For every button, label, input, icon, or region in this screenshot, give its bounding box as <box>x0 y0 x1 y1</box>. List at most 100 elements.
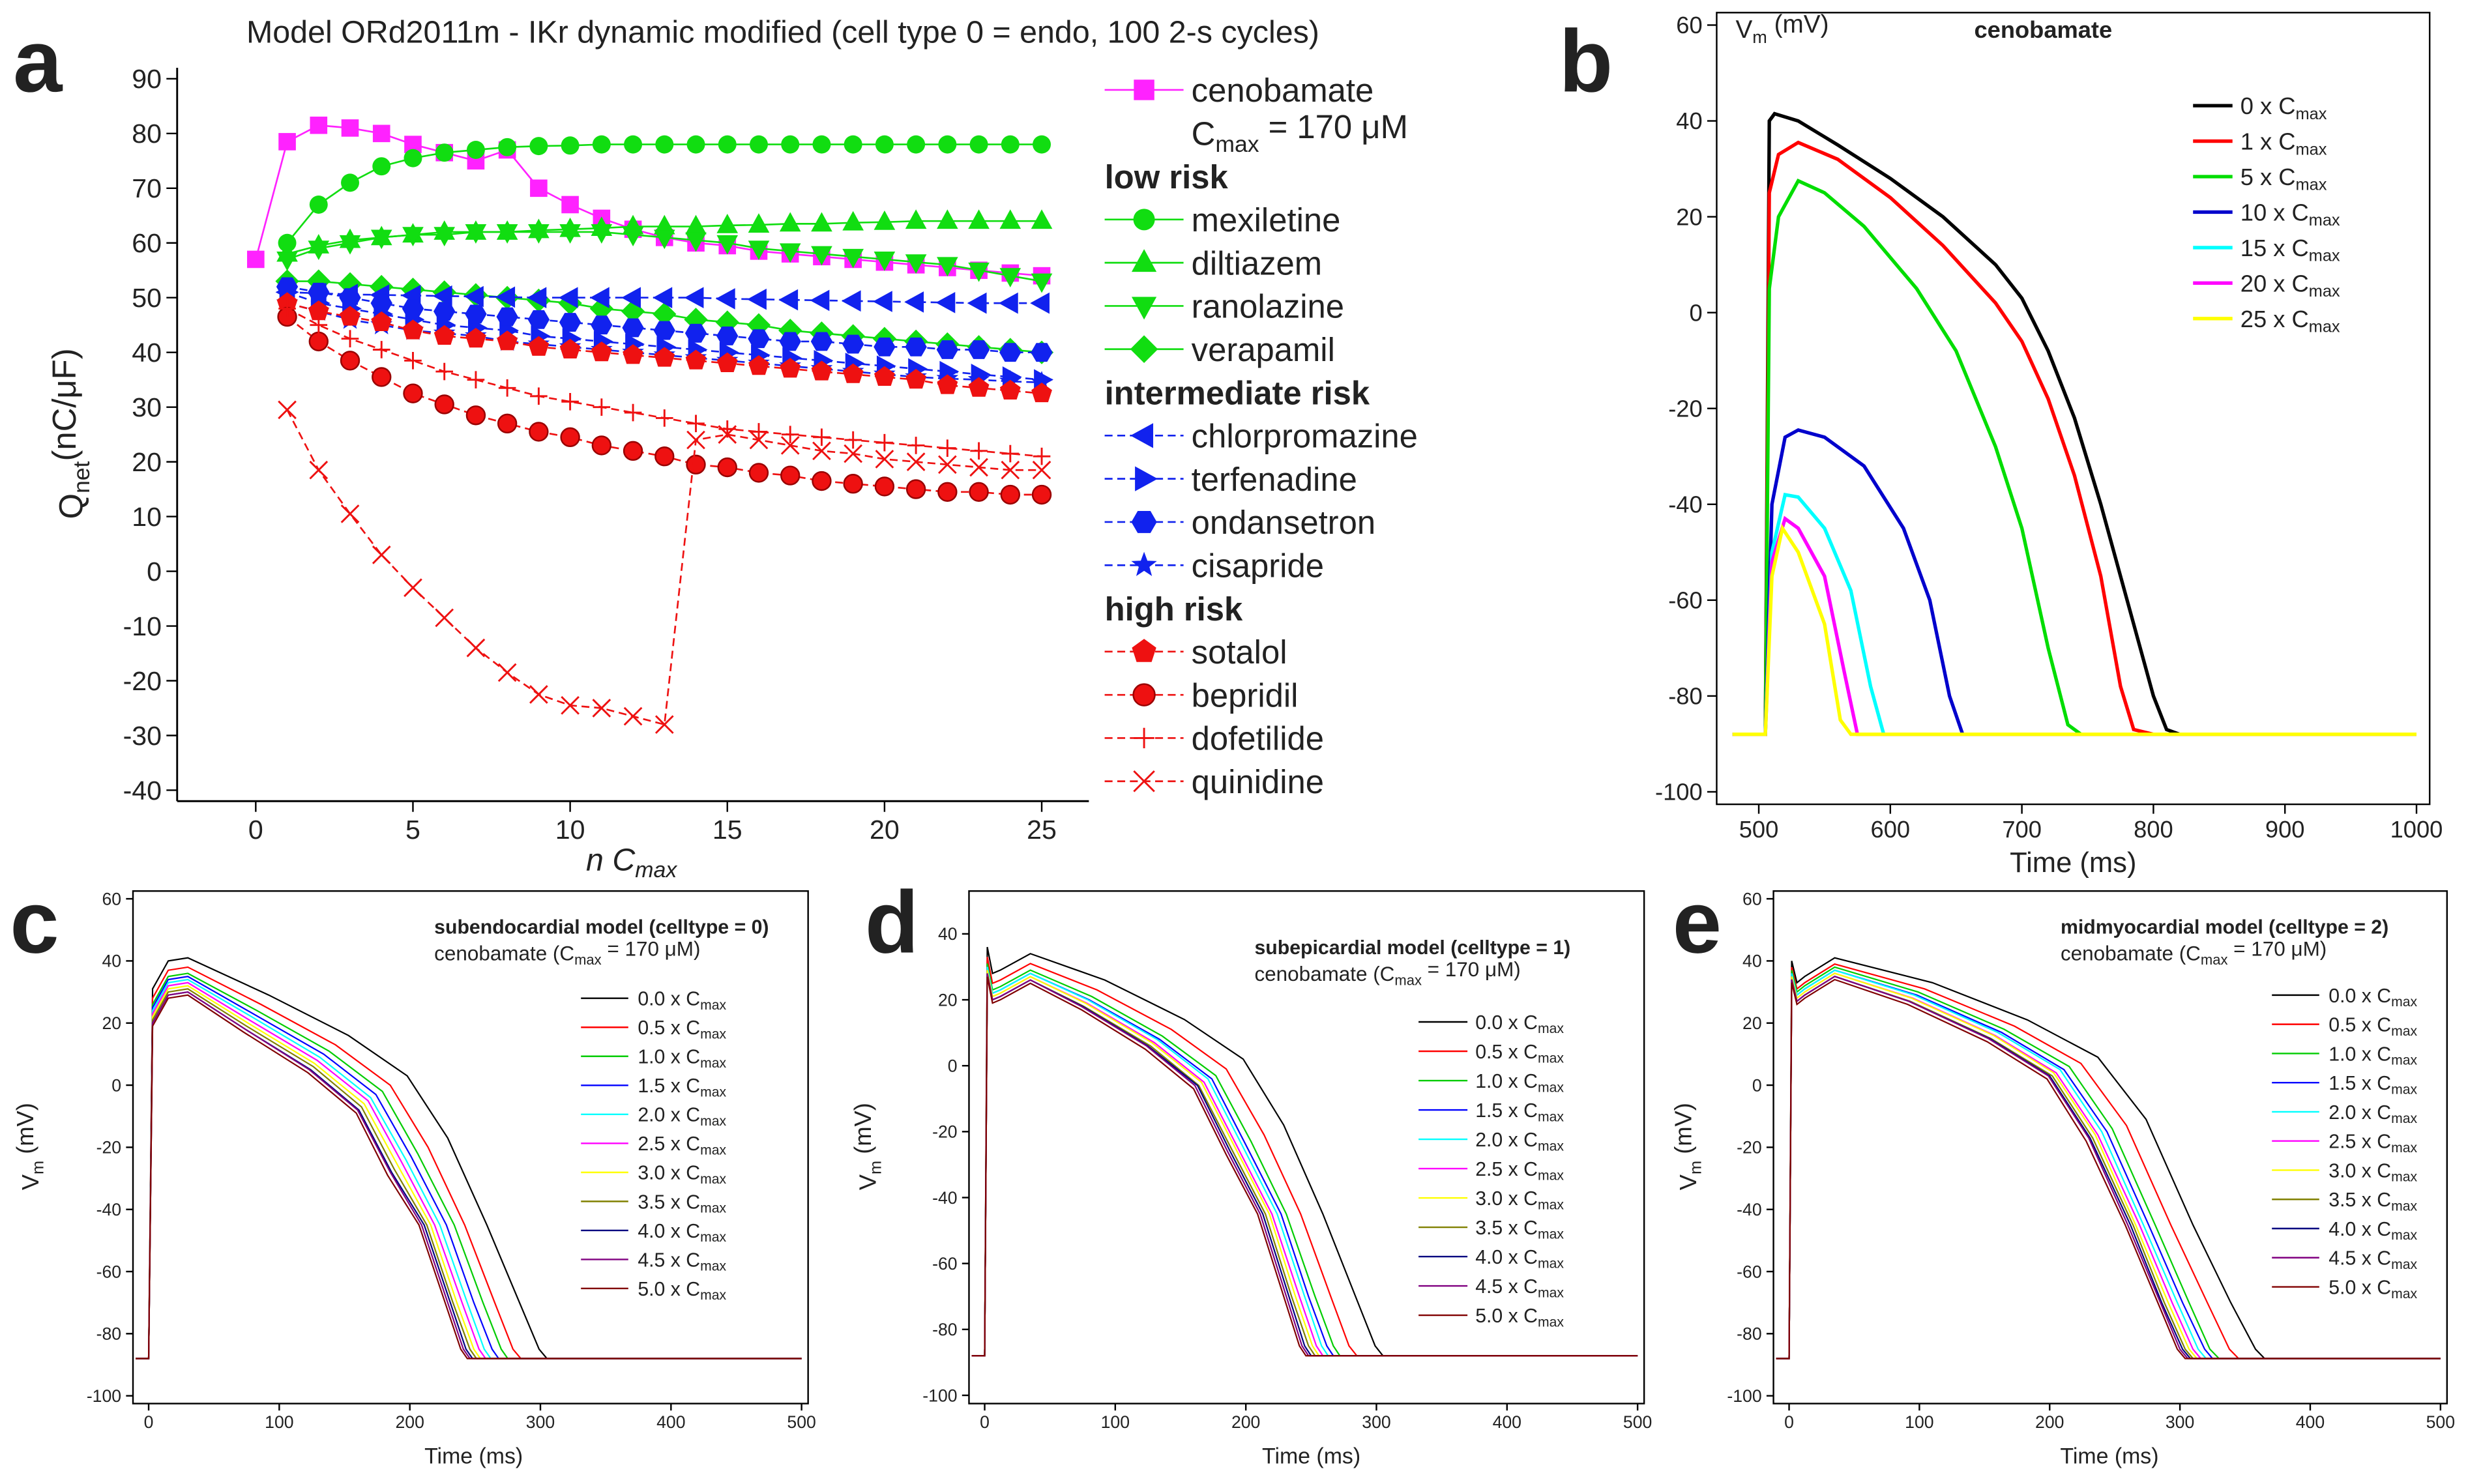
marker <box>686 135 705 154</box>
y-tick-label: -20 <box>932 1122 957 1142</box>
x-tick-label: 0 <box>248 815 263 845</box>
series-line <box>136 985 802 1360</box>
series-line <box>1776 972 2441 1360</box>
y-tick-label: 40 <box>102 952 121 971</box>
legend-label: 3.5 x Cmax <box>2328 1189 2417 1214</box>
marker <box>404 149 422 167</box>
marker <box>466 638 486 658</box>
series-line <box>1732 140 2417 736</box>
marker <box>779 243 801 263</box>
y-tick-label: -40 <box>1737 1200 1761 1219</box>
text-part: max <box>2391 1287 2417 1302</box>
text-part: 3.0 x C <box>638 1163 700 1184</box>
legend-label: 4.0 x Cmax <box>638 1221 726 1245</box>
text-part: max <box>700 1201 726 1216</box>
text-part: 2.5 x C <box>638 1133 700 1155</box>
x-tick-label: 700 <box>2002 816 2042 843</box>
marker <box>748 213 770 233</box>
marker <box>778 289 799 311</box>
panel-label: a <box>13 11 63 110</box>
text-part: = 170 μM) <box>2227 938 2327 961</box>
marker <box>907 135 926 154</box>
marker <box>811 360 832 381</box>
marker <box>967 292 987 314</box>
x-tick-label: 200 <box>2035 1412 2064 1432</box>
marker <box>372 124 390 143</box>
text-part: 5.0 x C <box>638 1279 700 1300</box>
marker <box>905 337 927 356</box>
y-tick-label: -40 <box>96 1200 121 1219</box>
legend-label: mexiletine <box>1192 201 1341 239</box>
marker <box>435 362 454 381</box>
marker <box>716 213 739 233</box>
text-part: max <box>2391 1228 2417 1243</box>
legend-title: subendocardial model (celltype = 0) <box>434 917 769 938</box>
legend-marker <box>1131 249 1157 272</box>
text-part: max <box>2391 1199 2417 1214</box>
x-tick-label: 200 <box>1231 1412 1260 1432</box>
text-part: max <box>2391 1141 2417 1156</box>
text-part: 4.5 x C <box>2328 1248 2391 1270</box>
text-part: 1.5 x C <box>1475 1100 1538 1122</box>
y-tick-label: -40 <box>932 1188 957 1208</box>
marker <box>560 427 580 448</box>
x-tick-label: 100 <box>265 1412 293 1432</box>
text-part: V <box>17 1174 44 1190</box>
chart-title: Model ORd2011m - IKr dynamic modified (c… <box>246 14 1319 50</box>
legend-subtitle: cenobamate (Cmax = 170 μM) <box>1254 958 1520 988</box>
legend-label: 0 x Cmax <box>2240 93 2327 123</box>
text-part: 3.5 x C <box>638 1191 700 1213</box>
marker <box>622 318 644 338</box>
marker <box>748 463 769 483</box>
marker <box>1033 447 1051 465</box>
legend-marker <box>1131 551 1157 576</box>
legend-label: 3.0 x Cmax <box>2328 1160 2417 1184</box>
x-tick-label: 5 <box>405 815 420 845</box>
text-part: 4.0 x C <box>1475 1247 1538 1268</box>
legend-label: 20 x Cmax <box>2240 270 2340 300</box>
text-part: 0.0 x C <box>638 989 700 1010</box>
text-part: max <box>700 1172 726 1187</box>
marker <box>875 433 894 452</box>
x-axis-label: n Cmax <box>586 843 677 882</box>
marker <box>1001 444 1020 463</box>
marker <box>339 235 361 255</box>
chart-title: cenobamate <box>1974 16 2112 43</box>
text-part: max <box>2391 1024 2417 1039</box>
y-tick-label: 30 <box>132 392 162 422</box>
marker <box>341 119 359 137</box>
text-part: 3.5 x C <box>1475 1217 1538 1239</box>
marker <box>999 379 1021 400</box>
marker <box>497 330 518 351</box>
text-part: max <box>2391 995 2417 1010</box>
marker <box>495 286 516 308</box>
text-part: max <box>1538 1197 1564 1212</box>
text-part: max <box>700 1230 726 1245</box>
legend-label: 2.5 x Cmax <box>1475 1159 1564 1183</box>
text-part: max <box>1215 131 1259 157</box>
marker <box>717 457 737 478</box>
marker <box>591 435 612 456</box>
marker <box>308 282 330 302</box>
text-part: max <box>700 1259 726 1274</box>
marker <box>404 351 422 370</box>
y-tick-label: 80 <box>132 119 162 149</box>
marker <box>967 340 990 359</box>
marker <box>716 352 738 373</box>
series-line <box>136 966 802 1360</box>
marker <box>653 321 675 340</box>
text-part: max <box>1538 1139 1564 1154</box>
marker <box>464 285 484 308</box>
series-line <box>1776 969 2441 1360</box>
marker <box>811 246 832 266</box>
legend-label: 0.5 x Cmax <box>1475 1041 1564 1066</box>
marker <box>403 383 423 403</box>
x-tick-label: 300 <box>2166 1412 2194 1432</box>
legend-label: 2.0 x Cmax <box>638 1105 726 1129</box>
text-part: max <box>2309 211 2340 229</box>
panel-label: b <box>1559 11 1613 110</box>
y-axis-label: Qnet(nC/μF) <box>46 348 95 519</box>
marker <box>937 374 958 394</box>
legend-subtitle: cenobamate (Cmax = 170 μM) <box>2061 938 2327 968</box>
text-part: 2.5 x C <box>1475 1159 1538 1180</box>
